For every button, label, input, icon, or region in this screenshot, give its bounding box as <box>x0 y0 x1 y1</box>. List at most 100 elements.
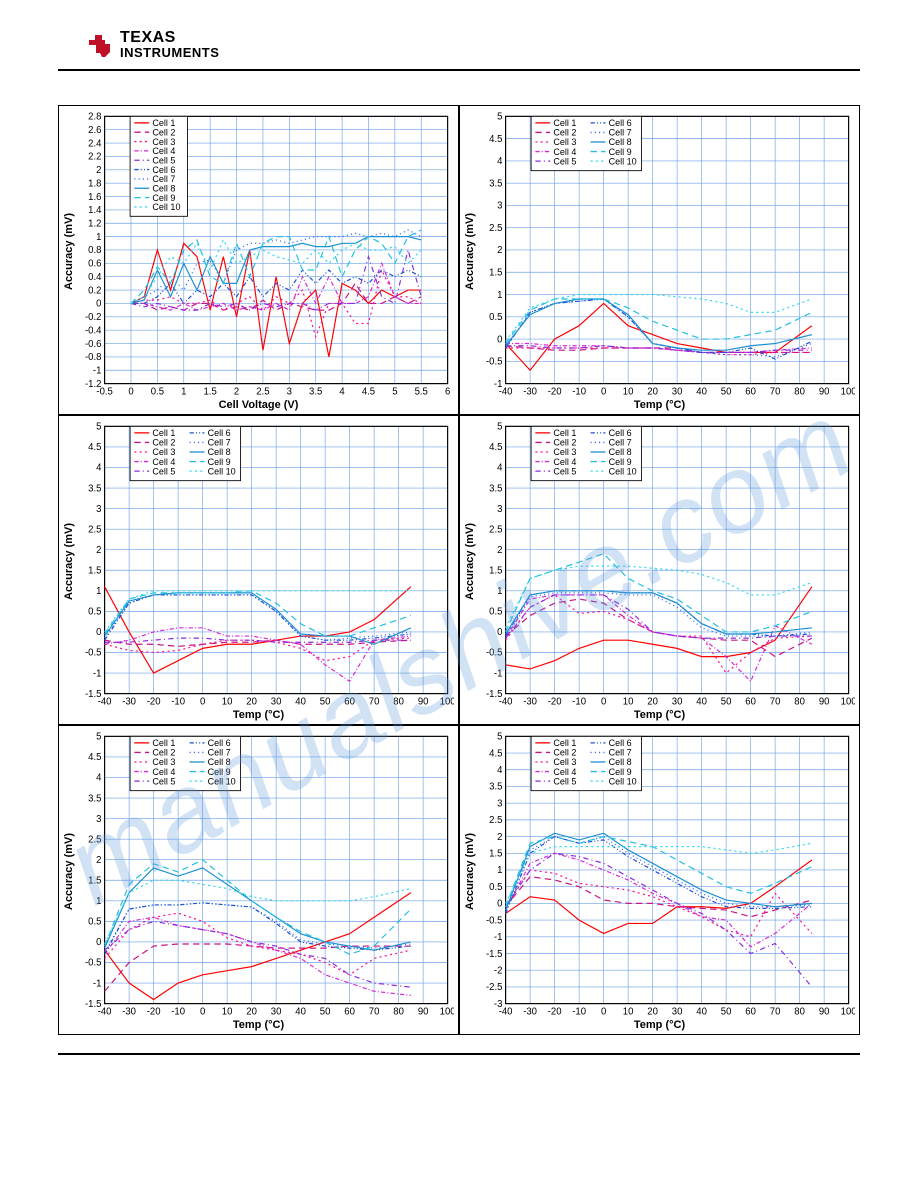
brand-line1: TEXAS <box>120 30 219 46</box>
svg-text:80: 80 <box>794 386 805 397</box>
svg-text:-0.4: -0.4 <box>85 325 102 336</box>
svg-text:0: 0 <box>96 627 101 638</box>
svg-text:0.5: 0.5 <box>489 607 502 618</box>
svg-text:10: 10 <box>623 1006 634 1017</box>
svg-text:-10: -10 <box>171 696 185 707</box>
svg-text:5: 5 <box>497 732 502 743</box>
svg-text:50: 50 <box>320 696 331 707</box>
svg-text:60: 60 <box>344 696 355 707</box>
svg-text:90: 90 <box>819 386 830 397</box>
svg-text:0.5: 0.5 <box>88 917 101 928</box>
svg-text:0: 0 <box>601 1006 606 1017</box>
svg-text:2.2: 2.2 <box>88 152 101 163</box>
svg-text:1.5: 1.5 <box>489 267 502 278</box>
svg-text:20: 20 <box>647 696 658 707</box>
svg-text:2: 2 <box>96 545 101 556</box>
svg-text:70: 70 <box>770 696 781 707</box>
svg-text:2: 2 <box>497 245 502 256</box>
svg-text:80: 80 <box>393 1006 404 1017</box>
chart-c3: Accuracy (mV)-40-30-20-10010203040506070… <box>58 415 459 725</box>
brand-line2: INSTRUMENTS <box>120 46 219 59</box>
svg-text:40: 40 <box>295 1006 306 1017</box>
svg-text:-0.2: -0.2 <box>85 312 101 323</box>
svg-text:3.5: 3.5 <box>489 178 502 189</box>
svg-text:4.5: 4.5 <box>489 442 502 453</box>
svg-text:0: 0 <box>200 1006 205 1017</box>
svg-text:3.5: 3.5 <box>309 386 322 397</box>
svg-text:4: 4 <box>96 773 102 784</box>
svg-text:5: 5 <box>96 732 101 743</box>
svg-text:-20: -20 <box>147 1006 161 1017</box>
svg-text:1: 1 <box>181 386 186 397</box>
svg-text:-1.5: -1.5 <box>85 999 101 1010</box>
svg-text:4: 4 <box>96 463 102 474</box>
svg-text:4: 4 <box>497 156 503 167</box>
svg-text:-10: -10 <box>572 1006 586 1017</box>
svg-text:100: 100 <box>841 696 855 707</box>
svg-text:-30: -30 <box>122 1006 136 1017</box>
svg-text:-1: -1 <box>93 668 101 679</box>
svg-text:-0.5: -0.5 <box>486 915 502 926</box>
svg-text:100: 100 <box>440 1006 454 1017</box>
footer-rule <box>58 1053 860 1055</box>
svg-text:-10: -10 <box>572 386 586 397</box>
svg-text:50: 50 <box>320 1006 331 1017</box>
svg-text:1.8: 1.8 <box>88 178 101 189</box>
svg-text:70: 70 <box>369 1006 380 1017</box>
svg-text:1: 1 <box>497 290 502 301</box>
svg-text:2.5: 2.5 <box>489 223 502 234</box>
svg-text:70: 70 <box>369 696 380 707</box>
svg-text:0: 0 <box>497 627 502 638</box>
svg-text:2.6: 2.6 <box>88 125 101 136</box>
svg-text:-0.6: -0.6 <box>85 339 101 350</box>
svg-text:0.5: 0.5 <box>88 607 101 618</box>
svg-text:3.5: 3.5 <box>489 782 502 793</box>
svg-text:-30: -30 <box>523 696 537 707</box>
svg-text:Cell 5: Cell 5 <box>152 776 175 786</box>
svg-text:Cell 5: Cell 5 <box>553 156 576 166</box>
svg-text:Cell 5: Cell 5 <box>553 466 576 476</box>
svg-text:3: 3 <box>96 504 101 515</box>
svg-text:100: 100 <box>440 696 454 707</box>
svg-text:4.5: 4.5 <box>88 442 101 453</box>
svg-text:60: 60 <box>745 386 756 397</box>
svg-text:60: 60 <box>344 1006 355 1017</box>
svg-text:40: 40 <box>696 386 707 397</box>
svg-text:1.6: 1.6 <box>88 192 101 203</box>
svg-text:30: 30 <box>672 1006 683 1017</box>
chart-c2: Accuracy (mV)-40-30-20-10010203040506070… <box>459 105 860 415</box>
ylabel: Accuracy (mV) <box>464 112 478 401</box>
header-rule <box>58 69 860 71</box>
svg-text:4.5: 4.5 <box>362 386 375 397</box>
svg-text:-0.5: -0.5 <box>486 357 502 368</box>
ylabel: Accuracy (mV) <box>464 422 478 711</box>
svg-text:30: 30 <box>271 696 282 707</box>
svg-text:0: 0 <box>601 696 606 707</box>
svg-text:2: 2 <box>96 855 101 866</box>
ylabel: Accuracy (mV) <box>63 112 77 401</box>
svg-text:0.6: 0.6 <box>88 259 101 270</box>
svg-text:2.5: 2.5 <box>88 524 101 535</box>
svg-text:60: 60 <box>745 1006 756 1017</box>
svg-text:30: 30 <box>672 696 683 707</box>
chart-c4: Accuracy (mV)-40-30-20-10010203040506070… <box>459 415 860 725</box>
svg-text:-30: -30 <box>122 696 136 707</box>
svg-text:2.5: 2.5 <box>256 386 269 397</box>
svg-text:10: 10 <box>222 696 233 707</box>
svg-text:100: 100 <box>841 386 855 397</box>
svg-text:-20: -20 <box>548 1006 562 1017</box>
svg-text:-1: -1 <box>494 379 502 390</box>
svg-text:2: 2 <box>497 545 502 556</box>
svg-text:Cell 10: Cell 10 <box>208 776 236 786</box>
svg-text:1.2: 1.2 <box>88 218 101 229</box>
svg-text:60: 60 <box>745 696 756 707</box>
svg-text:0.8: 0.8 <box>88 245 101 256</box>
svg-text:0: 0 <box>96 299 101 310</box>
svg-text:Cell 10: Cell 10 <box>609 776 637 786</box>
svg-text:4.5: 4.5 <box>88 752 101 763</box>
svg-text:-1.2: -1.2 <box>85 379 101 390</box>
svg-text:4: 4 <box>497 765 503 776</box>
svg-text:1.4: 1.4 <box>88 205 102 216</box>
chart-c1: Accuracy (mV)-0.500.511.522.533.544.555.… <box>58 105 459 415</box>
svg-text:1: 1 <box>497 865 502 876</box>
